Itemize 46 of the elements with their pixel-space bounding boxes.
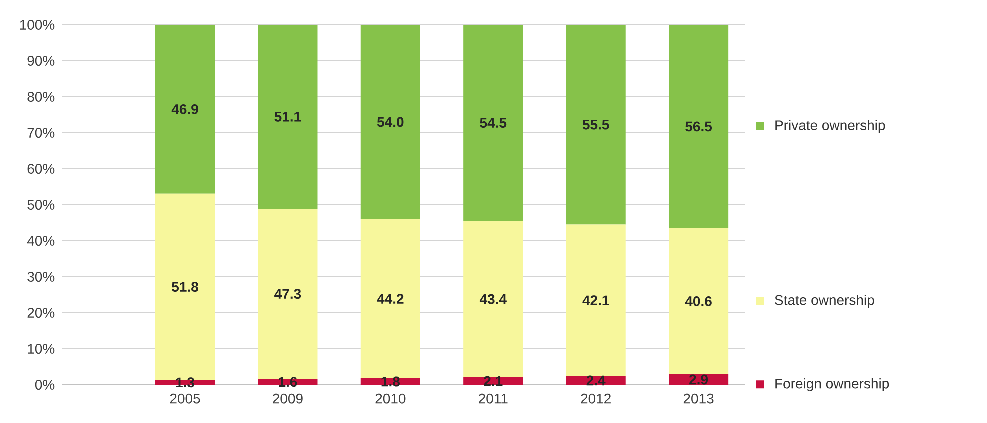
data-label: 54.0 xyxy=(377,117,404,128)
y-tick-label: 80% xyxy=(28,92,55,102)
y-tick-label: 40% xyxy=(27,236,55,246)
bar xyxy=(155,24,216,194)
data-label: 1.8 xyxy=(382,376,400,387)
data-label: 1.6 xyxy=(279,377,298,388)
y-tick-label: 60% xyxy=(28,164,55,174)
bar xyxy=(464,221,524,378)
data-label: 2.1 xyxy=(484,376,503,386)
y-tick-label: 100% xyxy=(20,20,55,30)
data-label: 55.5 xyxy=(582,120,610,130)
y-tick-label: 20% xyxy=(28,308,55,318)
x-tick-label: 2010 xyxy=(376,394,406,404)
x-tick-label: 2012 xyxy=(581,394,611,404)
data-label: 2.4 xyxy=(586,376,606,386)
bar xyxy=(360,24,420,220)
x-tick-label: 2013 xyxy=(684,394,714,404)
bar xyxy=(464,24,524,222)
y-tick-label: 10% xyxy=(28,344,55,354)
data-label: 2.9 xyxy=(690,374,708,385)
y-tick-label: 90% xyxy=(28,56,55,66)
bar xyxy=(566,224,626,376)
bar xyxy=(669,228,729,375)
data-label: 51.1 xyxy=(274,112,302,122)
data-label: 44.2 xyxy=(377,294,404,304)
bar xyxy=(258,24,318,209)
y-tick-label: 70% xyxy=(28,128,55,138)
x-tick-label: 2005 xyxy=(170,394,200,404)
y-tick-label: 30% xyxy=(28,272,55,282)
data-label: 56.5 xyxy=(686,122,712,132)
legend-label: Foreign ownership xyxy=(776,378,890,392)
bar xyxy=(669,24,729,228)
legend-label: State ownership xyxy=(775,294,874,308)
data-label: 42.1 xyxy=(582,296,610,306)
y-tick-label: 50% xyxy=(28,200,55,210)
data-label: 51.8 xyxy=(172,282,198,292)
data-label: 46.9 xyxy=(172,104,198,114)
data-label: 43.4 xyxy=(480,294,507,304)
y-tick-label: 0% xyxy=(35,380,55,390)
data-label: 40.6 xyxy=(685,296,712,306)
x-tick-label: 2009 xyxy=(273,394,303,404)
x-tick-label: 2011 xyxy=(479,394,508,404)
data-label: 47.3 xyxy=(274,289,302,300)
legend-label: Private ownership xyxy=(776,120,886,134)
data-label: 54.5 xyxy=(480,118,507,128)
bar xyxy=(566,24,626,225)
